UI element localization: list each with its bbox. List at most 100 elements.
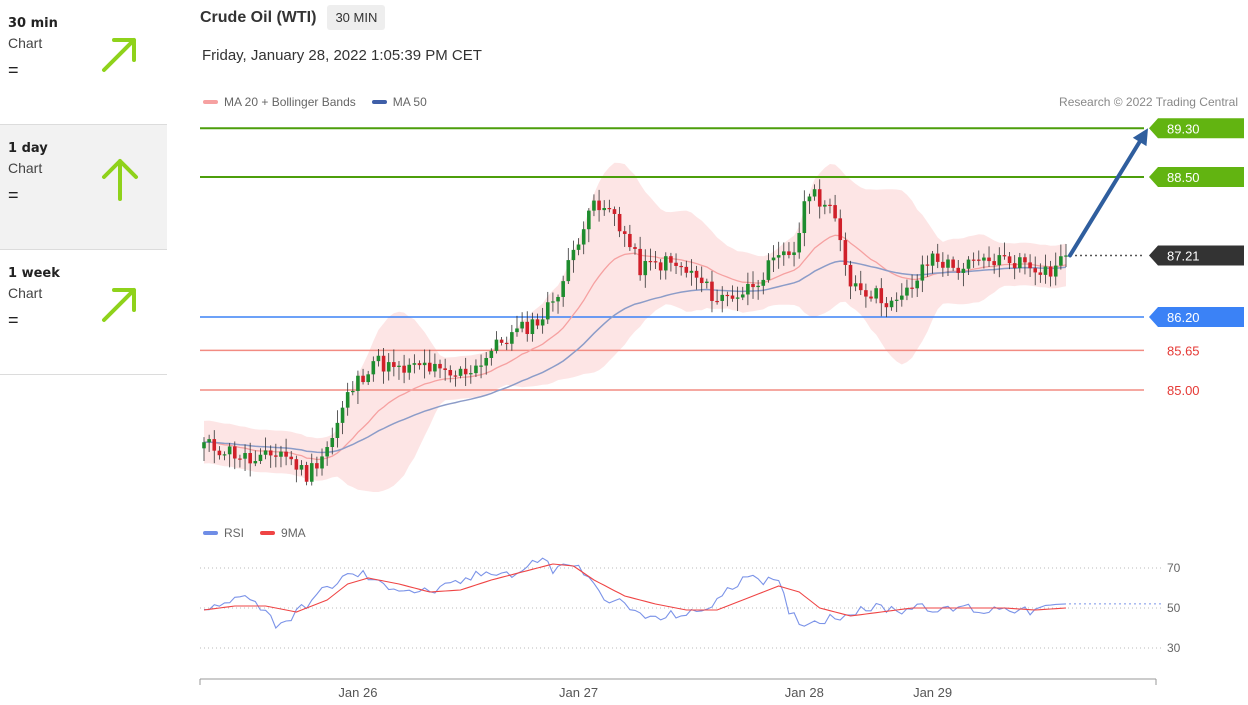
x-tick-label: Jan 26 bbox=[338, 685, 377, 700]
legend-label: 9MA bbox=[281, 526, 306, 540]
candle-body bbox=[982, 257, 986, 261]
period-badge[interactable]: 30 MIN bbox=[327, 5, 386, 30]
timeframe-name: 1 day bbox=[8, 141, 48, 156]
level-label-85.00: 85.00 bbox=[1167, 383, 1200, 398]
candle-body bbox=[1064, 255, 1068, 257]
rsi-tick-label: 30 bbox=[1167, 641, 1181, 655]
candle-body bbox=[1053, 265, 1058, 277]
candle-body bbox=[525, 321, 530, 335]
candle-body bbox=[345, 392, 350, 408]
candle-body bbox=[920, 264, 925, 281]
candle-body bbox=[530, 319, 535, 335]
candle-body bbox=[253, 461, 258, 464]
candle-body bbox=[474, 365, 478, 374]
candle-body bbox=[274, 455, 278, 457]
candle-body bbox=[715, 300, 719, 303]
candle-body bbox=[966, 259, 971, 269]
candle-body bbox=[941, 261, 945, 268]
legend-item-9ma: 9MA bbox=[260, 526, 306, 540]
candle-body bbox=[540, 319, 545, 326]
candle-body bbox=[515, 328, 519, 333]
candle-body bbox=[628, 233, 632, 248]
candle-body bbox=[987, 257, 991, 262]
candle-body bbox=[838, 218, 843, 241]
candle-body bbox=[792, 252, 796, 256]
candle-body bbox=[453, 375, 458, 377]
candle-body bbox=[910, 287, 914, 289]
candle-body bbox=[484, 357, 488, 366]
candle-body bbox=[510, 332, 514, 344]
legend-swatch bbox=[371, 100, 387, 104]
candle-body bbox=[581, 229, 586, 245]
x-tick-label: Jan 27 bbox=[559, 685, 598, 700]
candle-body bbox=[869, 296, 873, 299]
legend-item-ma50: MA 50 bbox=[371, 95, 427, 109]
candle-body bbox=[612, 209, 617, 214]
main-legend: MA 20 + Bollinger Bands MA 50 bbox=[203, 95, 443, 109]
timeframe-name: 1 week bbox=[8, 266, 60, 281]
candle-body bbox=[1059, 256, 1063, 266]
candle-body bbox=[545, 302, 550, 320]
arrow-up-right-icon bbox=[102, 38, 136, 72]
level-tag-86.20 bbox=[1149, 306, 1244, 327]
candle-body bbox=[340, 407, 345, 423]
candle-body bbox=[874, 288, 878, 299]
timeframe-name: 30 min bbox=[8, 16, 58, 31]
timeframe-chart-link[interactable]: Chart bbox=[8, 285, 43, 301]
candle-body bbox=[535, 319, 540, 326]
candle-body bbox=[864, 290, 868, 297]
candle-body bbox=[304, 465, 309, 482]
candle-body bbox=[766, 260, 771, 280]
legend-swatch bbox=[203, 100, 218, 104]
candle-body bbox=[812, 189, 817, 197]
candle-body bbox=[843, 240, 848, 265]
candle-body bbox=[243, 453, 247, 459]
candle-body bbox=[720, 294, 725, 301]
candle-body bbox=[263, 450, 268, 455]
legend-label: MA 20 + Bollinger Bands bbox=[224, 95, 356, 109]
timeframe-card-30min[interactable]: 30 min Chart = bbox=[0, 0, 167, 125]
candle-body bbox=[407, 364, 412, 373]
candle-body bbox=[597, 200, 601, 211]
candle-body bbox=[946, 259, 950, 268]
candle-body bbox=[935, 253, 940, 262]
timeframe-card-1day[interactable]: 1 day Chart = bbox=[0, 125, 167, 250]
candle-body bbox=[782, 251, 786, 256]
candle-body bbox=[1012, 263, 1017, 269]
candle-body bbox=[761, 279, 766, 286]
candle-body bbox=[576, 244, 581, 250]
candle-body bbox=[433, 363, 437, 372]
candle-body bbox=[622, 231, 627, 234]
candle-body bbox=[268, 450, 273, 456]
candle-body bbox=[679, 265, 683, 268]
chart-panel: 89.30 88.50 87.21 86.20 85.65 85.00 70 50 30 Jan … bbox=[186, 0, 1248, 705]
candle-body bbox=[556, 296, 560, 302]
candle-body bbox=[1028, 262, 1032, 269]
candle-body bbox=[238, 458, 242, 460]
candle-body bbox=[376, 355, 381, 362]
candle-body bbox=[956, 267, 961, 273]
candle-body bbox=[386, 362, 391, 372]
candle-body bbox=[1018, 257, 1022, 269]
candle-body bbox=[648, 260, 653, 263]
candle-body bbox=[961, 268, 966, 273]
timeframe-card-1week[interactable]: 1 week Chart = bbox=[0, 250, 167, 375]
timeframe-chart-link[interactable]: Chart bbox=[8, 35, 43, 51]
timeframe-status: = bbox=[8, 310, 19, 330]
candle-body bbox=[817, 189, 822, 207]
legend-item-ma20: MA 20 + Bollinger Bands bbox=[203, 95, 356, 109]
candle-body bbox=[684, 266, 689, 273]
timeframe-status: = bbox=[8, 60, 19, 80]
legend-label: MA 50 bbox=[392, 95, 427, 109]
candle-body bbox=[489, 350, 494, 358]
price-chart[interactable]: 89.30 88.50 87.21 86.20 85.65 85.00 70 50 30 Jan … bbox=[186, 0, 1248, 705]
candle-body bbox=[643, 260, 648, 276]
timeframe-chart-link[interactable]: Chart bbox=[8, 160, 43, 176]
candle-body bbox=[1038, 272, 1043, 275]
chart-title: Crude Oil (WTI) bbox=[200, 8, 317, 26]
candle-body bbox=[740, 294, 745, 298]
level-label-89.30: 89.30 bbox=[1167, 121, 1200, 136]
level-tag-88.50 bbox=[1149, 166, 1244, 187]
candle-body bbox=[566, 260, 571, 282]
candle-body bbox=[776, 255, 781, 258]
